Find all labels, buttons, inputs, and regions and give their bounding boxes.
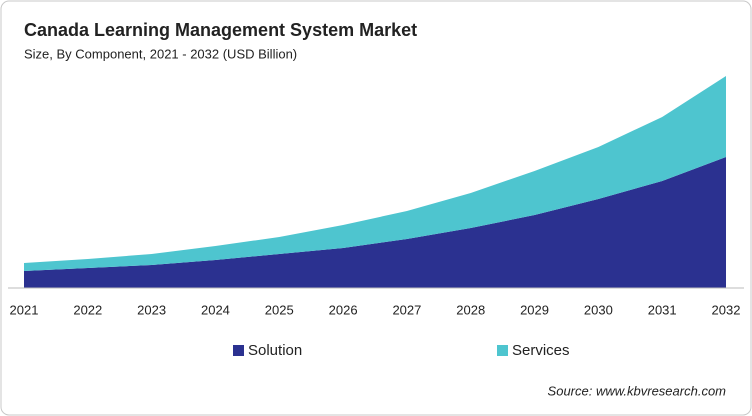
x-tick-label: 2023 (137, 302, 166, 317)
x-tick-label: 2032 (712, 302, 741, 317)
x-tick-label: 2027 (392, 302, 421, 317)
area (24, 76, 726, 271)
x-tick-label: 2024 (201, 302, 230, 317)
legend-swatch (233, 345, 244, 356)
x-tick-label: 2030 (584, 302, 613, 317)
x-tick-label: 2029 (520, 302, 549, 317)
x-tick-label: 2031 (648, 302, 677, 317)
legend-swatch (497, 345, 508, 356)
legend-label: Services (512, 342, 570, 359)
chart-subtitle: Size, By Component, 2021 - 2032 (USD Bil… (24, 46, 297, 61)
source: Source: www.kbvresearch.com (548, 383, 727, 398)
area (24, 157, 726, 288)
x-tick-label: 2028 (456, 302, 485, 317)
legend-label: Solution (248, 342, 302, 359)
x-tick-label: 2022 (73, 302, 102, 317)
chart-title: Canada Learning Management System Market (24, 20, 417, 40)
x-tick-label: 2026 (329, 302, 358, 317)
x-tick-label: 2025 (265, 302, 294, 317)
x-tick-label: 2021 (10, 302, 39, 317)
